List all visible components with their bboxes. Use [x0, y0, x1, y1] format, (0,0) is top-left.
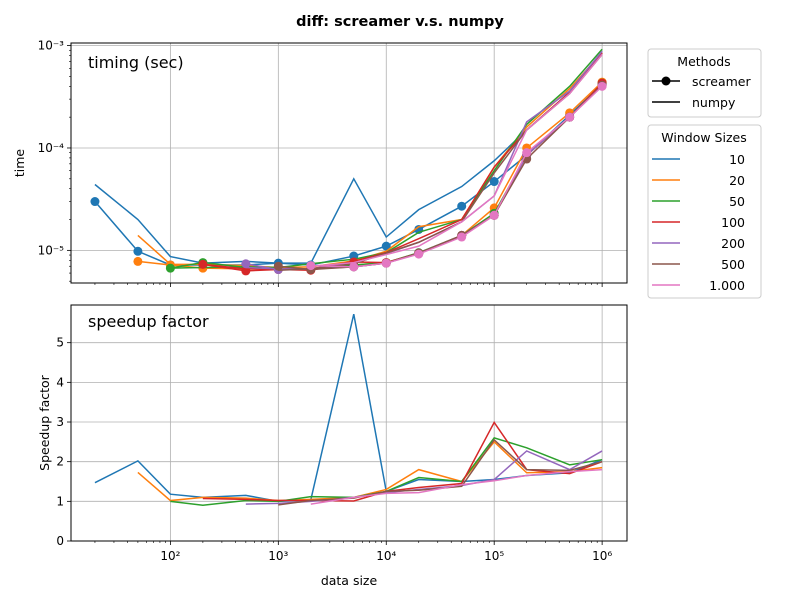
timing-screamer-series-10-point [90, 197, 100, 207]
timing-screamer-series-1-000-point [381, 258, 391, 268]
timing-ticks: 10⁻⁵ 10⁻⁴ 10⁻³ [38, 39, 603, 287]
screamer-legend-marker [661, 76, 671, 86]
methods-legend-title: Methods [677, 54, 730, 69]
speedup-title: speedup factor [88, 312, 209, 331]
methods-legend: Methods screamer numpy [647, 48, 762, 118]
timing-ylabel: time [12, 149, 27, 178]
timing-screamer-series-1-000-point [457, 232, 467, 242]
figure-title: diff: screamer v.s. numpy [296, 14, 504, 30]
timing-screamer-series-200-point [241, 259, 251, 269]
timing-panel: 10⁻⁵ 10⁻⁴ 10⁻³ timing (sec) time [12, 39, 628, 287]
window-size-legend-label: 100 [721, 215, 745, 230]
speedup-x-tick-label: 10⁵ [484, 549, 504, 563]
window-size-legend-label: 50 [729, 194, 745, 209]
window-sizes-legend-entry-100: 100 [652, 215, 745, 230]
window-sizes-legend-entry-50: 50 [652, 194, 745, 209]
methods-legend-frame [647, 48, 762, 118]
speedup-series-10-line [94, 313, 603, 503]
speedup-x-tick-label: 10⁴ [376, 549, 396, 563]
timing-screamer-series-20-line [137, 81, 603, 270]
speedup-panel: 10² 10³ 10⁴ 10⁵ 10⁶ 0 1 2 3 4 5 speedup factor Spe… [37, 304, 628, 588]
timing-screamer-series-200-line [245, 84, 603, 271]
numpy-legend-label: numpy [692, 95, 736, 110]
window-sizes-legend-entry-20: 20 [652, 173, 745, 188]
window-sizes-legend-entry-1-000: 1.000 [652, 278, 745, 293]
timing-screamer-series-50-point [165, 263, 175, 273]
screamer-legend-label: screamer [692, 74, 751, 89]
timing-screamer-series-10-point [133, 246, 143, 256]
speedup-series-20-line [137, 440, 603, 502]
window-size-legend-label: 20 [729, 173, 745, 188]
timing-screamer-series-1-000-point [489, 210, 499, 220]
speedup-y-tick-label: 4 [56, 375, 64, 389]
speedup-series [94, 313, 603, 507]
window-sizes-legend-entries: 10 20 50 100 200 500 1.000 [652, 152, 745, 293]
speedup-x-tick-label: 10³ [268, 549, 288, 563]
speedup-grid [71, 305, 627, 542]
timing-series [90, 48, 607, 276]
window-size-legend-label: 10 [729, 152, 745, 167]
timing-screamer-series-10-line [94, 83, 603, 266]
speedup-y-tick-label: 2 [56, 455, 64, 469]
timing-screamer-series-10-point [489, 177, 499, 187]
timing-y-tick-label: 10⁻³ [38, 39, 65, 53]
speedup-y-tick-label: 1 [56, 494, 64, 508]
timing-screamer-series-1-000-point [306, 261, 316, 271]
timing-screamer-series-1-000-point [414, 249, 424, 259]
window-sizes-legend-entry-500: 500 [652, 257, 745, 272]
speedup-y-tick-label: 5 [56, 336, 64, 350]
methods-legend-entry-screamer: screamer [652, 74, 751, 89]
timing-title: timing (sec) [88, 53, 184, 72]
speedup-ticks: 10² 10³ 10⁴ 10⁵ 10⁶ 0 1 2 3 4 5 [56, 336, 612, 563]
timing-screamer-series-10-point [457, 201, 467, 211]
methods-legend-entry-numpy: numpy [652, 95, 736, 110]
timing-axes-frame [70, 42, 628, 284]
timing-screamer-series-10-point [381, 241, 391, 251]
speedup-y-tick-label: 3 [56, 415, 64, 429]
timing-grid [71, 43, 627, 283]
timing-screamer-series-500-point [273, 261, 283, 271]
timing-numpy-series-1-000-line [310, 53, 603, 267]
timing-screamer-series-1-000-point [565, 112, 575, 122]
timing-screamer-series-1-000-point [522, 148, 532, 158]
timing-y-tick-label: 10⁻⁵ [38, 243, 65, 257]
window-sizes-legend-frame [647, 124, 762, 299]
window-size-legend-label: 200 [721, 236, 745, 251]
window-sizes-legend-entry-200: 200 [652, 236, 745, 251]
timing-screamer-series-500-line [278, 84, 603, 271]
speedup-xlabel: data size [321, 573, 378, 588]
window-sizes-legend-title: Window Sizes [661, 130, 746, 145]
speedup-series-1-000-line [310, 468, 603, 505]
speedup-ylabel: Speedup factor [37, 374, 52, 470]
timing-screamer-series-100-point [198, 259, 208, 269]
window-sizes-legend-entry-10: 10 [652, 152, 745, 167]
timing-y-tick-label: 10⁻⁴ [38, 141, 65, 155]
timing-numpy-series-500-line [278, 53, 603, 271]
timing-screamer-series-100-point [241, 266, 251, 276]
timing-numpy-series-100-line [202, 52, 603, 270]
timing-screamer-series-1-000-line [310, 85, 603, 268]
window-size-legend-label: 500 [721, 257, 745, 272]
timing-screamer-series-20-point [133, 256, 143, 266]
timing-numpy-series-20-line [137, 52, 603, 269]
speedup-x-tick-label: 10² [160, 549, 180, 563]
speedup-y-tick-label: 0 [56, 534, 64, 548]
speedup-x-tick-label: 10⁶ [592, 549, 612, 563]
speedup-axes-frame [70, 304, 628, 542]
timing-screamer-series-1-000-point [349, 262, 359, 272]
timing-screamer-series-1-000-point [597, 81, 607, 91]
window-size-legend-label: 1.000 [709, 278, 745, 293]
window-sizes-legend: Window Sizes 10 20 50 100 200 500 1.000 [647, 124, 762, 299]
